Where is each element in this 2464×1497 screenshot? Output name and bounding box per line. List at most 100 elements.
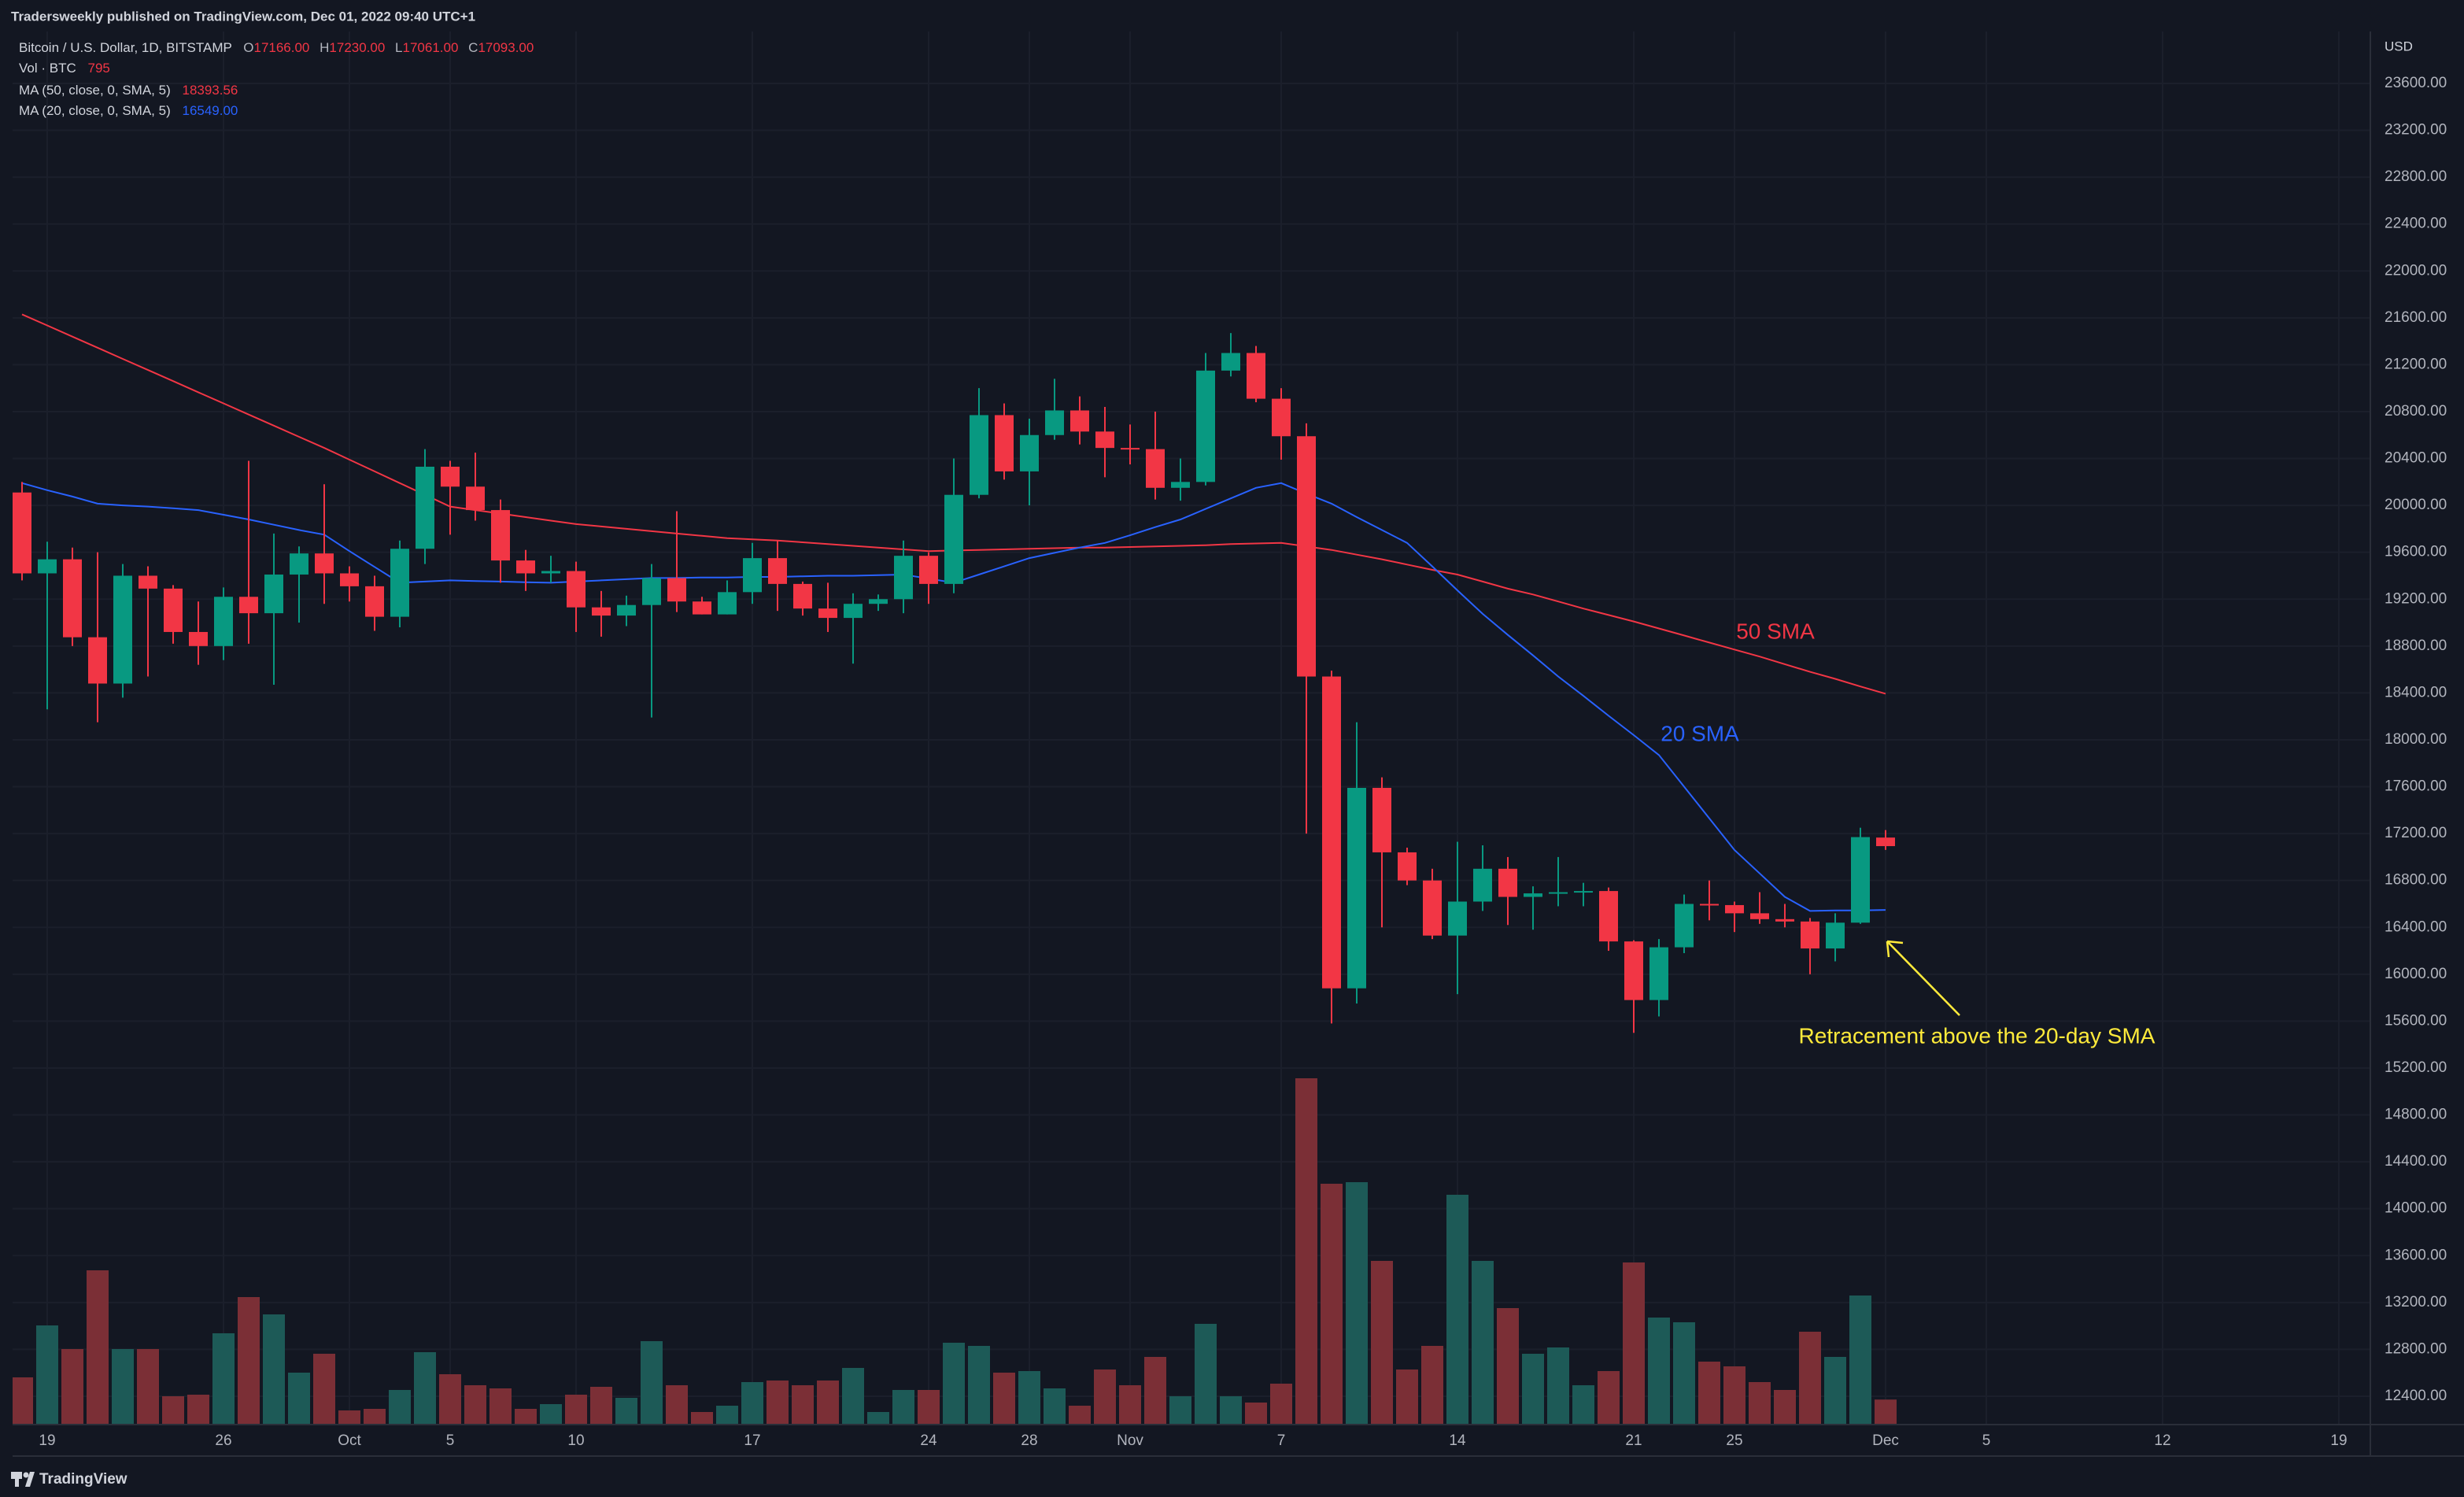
ohlc-key: L xyxy=(395,40,402,55)
candle-body xyxy=(516,560,535,574)
volume-bar xyxy=(817,1381,839,1425)
volume-bar xyxy=(993,1373,1015,1425)
y-tick-label: 14800.00 xyxy=(2385,1107,2447,1123)
volume-bar xyxy=(666,1385,688,1425)
candle-body xyxy=(1121,448,1140,450)
ma-name: MA (20, close, 0, SMA, 5) xyxy=(19,103,171,118)
volume-bar xyxy=(1169,1396,1191,1425)
volume-bar xyxy=(968,1346,990,1425)
volume-bar xyxy=(112,1349,134,1425)
arrow-shaft xyxy=(1886,941,1960,1016)
y-tick-label: 15200.00 xyxy=(2385,1059,2447,1076)
candle-body xyxy=(1574,891,1593,893)
y-tick-label: 23600.00 xyxy=(2385,75,2447,91)
annotation: 20 SMA xyxy=(1661,721,1739,745)
candle-body xyxy=(189,631,208,646)
ohlc-value: 17093.00 xyxy=(478,40,534,55)
y-tick-label: 23200.00 xyxy=(2385,122,2447,139)
candle-body xyxy=(743,558,762,593)
candle-body xyxy=(1146,449,1165,488)
candle-body xyxy=(1851,837,1870,923)
y-tick-label: 14400.00 xyxy=(2385,1153,2447,1170)
volume-bar xyxy=(489,1388,512,1425)
symbol-legend: Bitcoin / U.S. Dollar, 1D, BITSTAMP O171… xyxy=(19,40,534,55)
volume-bar xyxy=(87,1270,109,1425)
candle-body xyxy=(1549,892,1568,894)
candle-body xyxy=(1171,482,1190,488)
volume-bar xyxy=(1421,1346,1443,1425)
candle-body xyxy=(1448,901,1467,936)
candle-body xyxy=(1876,837,1895,847)
candle-body xyxy=(1272,398,1291,437)
volume-bar xyxy=(1472,1261,1494,1425)
x-tick-label: 12 xyxy=(2154,1432,2170,1449)
x-tick-label: 10 xyxy=(567,1432,584,1449)
volume-bar xyxy=(641,1341,663,1425)
volume-bar xyxy=(1094,1369,1116,1425)
candle-body xyxy=(693,601,711,615)
candle-body xyxy=(642,578,661,605)
x-tick-label: 25 xyxy=(1726,1432,1742,1449)
volume-bar xyxy=(1673,1322,1695,1425)
y-tick-label: 19600.00 xyxy=(2385,544,2447,560)
candle-body xyxy=(1473,868,1492,902)
volume-bar xyxy=(565,1395,587,1425)
y-tick-label: 12400.00 xyxy=(2385,1388,2447,1404)
volume-bar xyxy=(439,1374,461,1425)
candle-body xyxy=(667,578,686,602)
volume-bar xyxy=(540,1404,562,1425)
x-tick-label: 24 xyxy=(920,1432,937,1449)
candle-body xyxy=(1322,676,1341,989)
volume-bar xyxy=(263,1314,285,1425)
candle-body xyxy=(1801,921,1819,949)
volume-bar xyxy=(414,1352,436,1425)
y-tick-label: 13600.00 xyxy=(2385,1247,2447,1263)
candle-body xyxy=(869,599,888,604)
volume-bar xyxy=(918,1390,940,1425)
grid xyxy=(13,31,2370,1425)
y-tick-label: 12800.00 xyxy=(2385,1340,2447,1357)
volume-pane xyxy=(13,1078,1897,1425)
candle-body xyxy=(718,592,737,615)
volume-bar xyxy=(741,1382,763,1425)
ohlc-value: 17061.00 xyxy=(403,40,459,55)
candle-body xyxy=(38,559,57,574)
candle-body xyxy=(416,466,434,549)
candle-body xyxy=(894,556,913,600)
candle-body xyxy=(466,486,485,511)
candle-body xyxy=(818,608,837,619)
y-tick-label: 17600.00 xyxy=(2385,778,2447,795)
x-tick-label: Nov xyxy=(1117,1432,1143,1449)
volume-bar xyxy=(1044,1388,1066,1425)
symbol: Bitcoin / U.S. Dollar, 1D, BITSTAMP xyxy=(19,40,232,55)
candle-body xyxy=(1095,431,1114,449)
arrow-head xyxy=(1886,940,1904,958)
volume-bar xyxy=(1119,1385,1141,1425)
candle-body xyxy=(567,571,586,608)
candles xyxy=(13,333,1895,1033)
ohlc-key: H xyxy=(320,40,329,55)
volume-bar xyxy=(1396,1369,1418,1425)
y-tick-label: 19200.00 xyxy=(2385,590,2447,607)
x-tick-label: 21 xyxy=(1625,1432,1642,1449)
candle-body xyxy=(290,553,308,575)
x-tick-label: 19 xyxy=(2330,1432,2347,1449)
ohlc-value: 17230.00 xyxy=(329,40,385,55)
candle-body xyxy=(139,575,157,589)
candle-body xyxy=(1725,904,1744,914)
ohlc-key: O xyxy=(243,40,253,55)
x-tick-label: 17 xyxy=(744,1432,760,1449)
candle-body xyxy=(1649,947,1668,1000)
candle-body xyxy=(113,575,132,684)
candle-body xyxy=(1020,434,1039,471)
volume-bar xyxy=(1220,1396,1242,1425)
volume-bar xyxy=(892,1390,914,1425)
volume-value: 795 xyxy=(87,61,109,76)
volume-bar xyxy=(288,1373,310,1425)
volume-bar xyxy=(716,1406,738,1425)
volume-bar xyxy=(1295,1078,1317,1425)
candle-body xyxy=(88,637,107,684)
candle-body xyxy=(768,558,787,584)
y-tick-label: 22000.00 xyxy=(2385,262,2447,279)
candle-body xyxy=(793,583,812,609)
